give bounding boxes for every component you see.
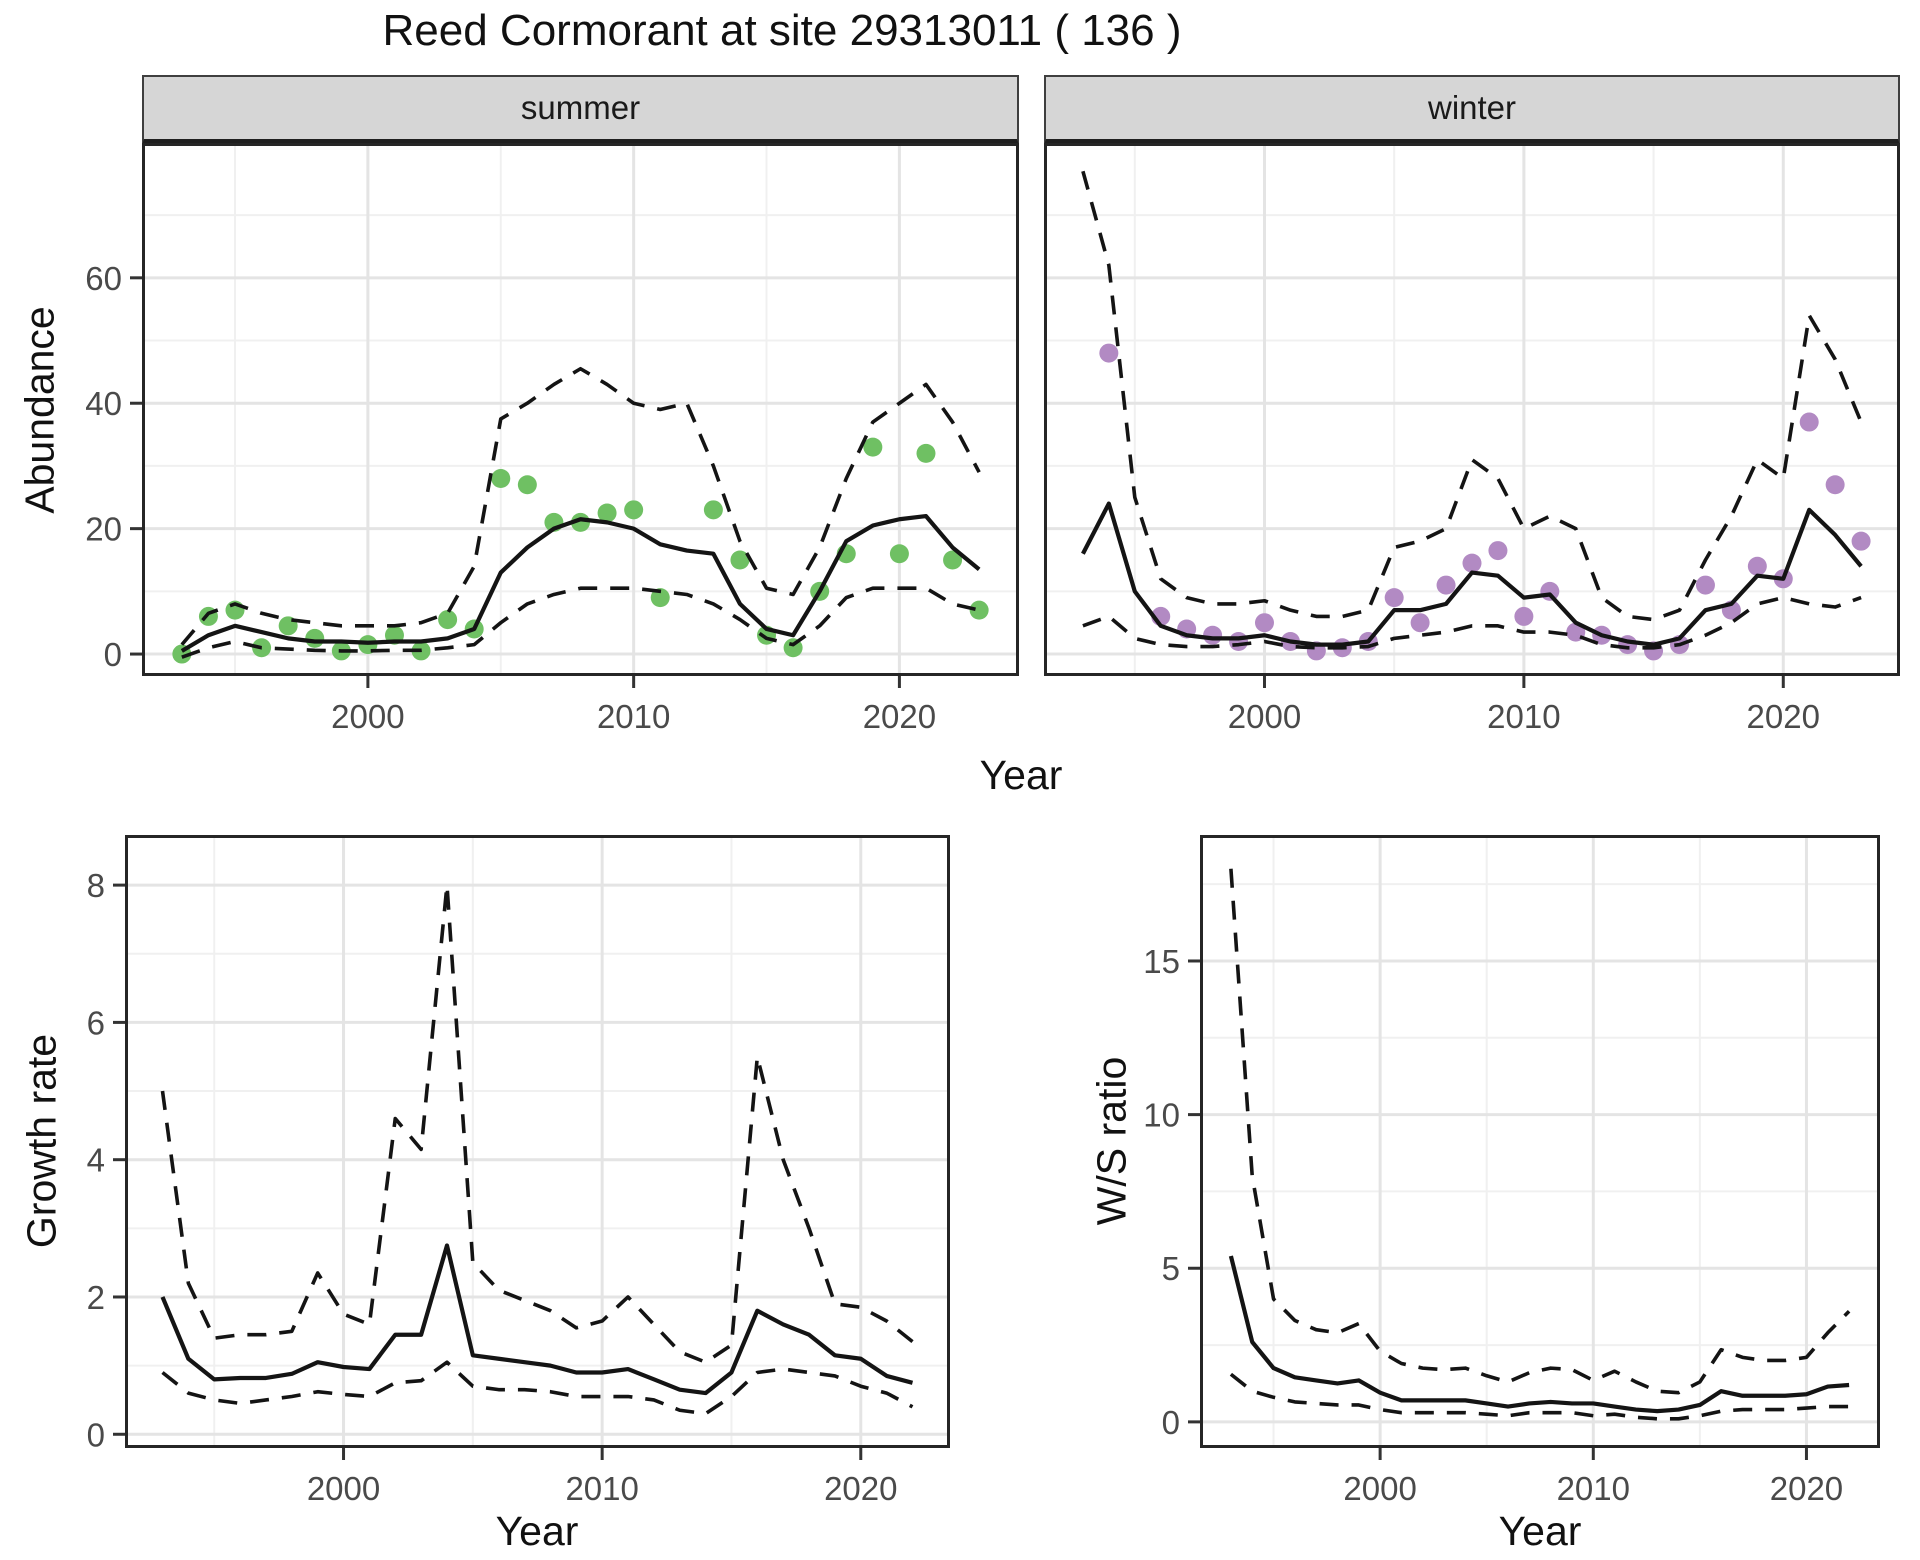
x-tick-label: 2010 <box>1557 1470 1630 1507</box>
summer-upper-credible-line <box>180 366 981 646</box>
ws-median-estimate-line <box>1228 1255 1850 1414</box>
winter-observed-counts-point <box>1254 613 1274 633</box>
y-tick-label: 20 <box>85 511 122 548</box>
x-tick-label: 2020 <box>1747 698 1820 735</box>
winter-observed-counts-point <box>1099 343 1119 363</box>
winter-observed-counts-point <box>1799 412 1819 432</box>
summer-observed-counts-point <box>863 437 883 457</box>
abundance-axis-title: Abundance <box>16 306 63 514</box>
summer-median-estimate-line <box>180 514 981 653</box>
growth-lower-credible-line <box>161 1360 914 1416</box>
summer-observed-counts-point <box>624 500 644 520</box>
summer-observed-counts-point <box>650 588 670 608</box>
y-tick-label: 6 <box>87 1004 105 1041</box>
winter-observed-counts-point <box>1410 613 1430 633</box>
x-tick-label: 2000 <box>331 698 404 735</box>
x-tick-label: 2010 <box>597 698 670 735</box>
y-tick-label: 4 <box>87 1142 105 1179</box>
growth-upper-credible-line <box>160 883 914 1364</box>
growth-median-estimate-line <box>160 1243 914 1396</box>
facet-strip-winter: winter <box>1044 75 1900 145</box>
summer-observed-counts-point <box>703 500 723 520</box>
y-tick-label: 2 <box>87 1279 105 1316</box>
y-tick-label: 0 <box>104 636 122 673</box>
x-tick-label: 2000 <box>1343 1470 1416 1507</box>
summer-observed-counts-point <box>597 503 617 523</box>
y-tick-label: 60 <box>85 260 122 297</box>
summer-lower-credible-line <box>181 586 980 659</box>
summer-observed-counts-point <box>916 443 936 463</box>
y-tick-label: 5 <box>1162 1250 1180 1287</box>
winter-observed-counts-point <box>1695 575 1715 595</box>
y-tick-label: 0 <box>1162 1404 1180 1441</box>
winter-observed-counts-point <box>1825 475 1845 495</box>
winter-observed-counts-point <box>1540 581 1560 601</box>
winter-median-estimate-line <box>1081 501 1863 647</box>
growth-panel-border <box>125 835 950 1448</box>
ws-lower-credible-line <box>1229 1372 1850 1421</box>
winter-observed-counts-point <box>1203 625 1223 645</box>
winter-observed-counts-point <box>1384 588 1404 608</box>
ws-ratio-panel: 2000 2010 2020 0 5 10 15 <box>1143 835 1880 1507</box>
top-year-axis-title: Year <box>979 752 1063 798</box>
winter-observed-counts-point <box>1747 556 1767 576</box>
winter-upper-credible-line <box>1081 170 1863 622</box>
growth-year-axis-title: Year <box>495 1508 579 1554</box>
plot-title: Reed Cormorant at site 29313011 ( 136 ) <box>382 6 1182 55</box>
facet-strip-summer: summer <box>142 75 1019 145</box>
summer-observed-counts-point <box>438 610 458 630</box>
y-tick-label: 0 <box>87 1416 105 1453</box>
ws-year-axis-title: Year <box>1498 1508 1582 1554</box>
summer-observed-counts-point <box>571 512 590 532</box>
summer-observed-counts-point <box>305 628 325 648</box>
ws-upper-credible-line <box>1229 868 1851 1395</box>
y-tick-label: 10 <box>1143 1097 1180 1134</box>
summer-abundance-panel: 2000 2010 2020 0 20 40 60 <box>85 143 1019 735</box>
winter-observed-counts-point <box>1851 531 1871 551</box>
x-tick-label: 2020 <box>1770 1470 1843 1507</box>
winter-observed-counts-point <box>1229 632 1249 652</box>
winter-abundance-panel: 2000 2010 2020 <box>1044 143 1900 735</box>
x-tick-label: 2000 <box>1228 698 1301 735</box>
winter-panel-border <box>1044 143 1900 676</box>
summer-panel-border <box>142 143 1019 676</box>
x-tick-label: 2020 <box>824 1470 897 1507</box>
summer-observed-counts-point <box>517 475 537 495</box>
summer-observed-counts-point <box>730 550 750 570</box>
winter-lower-credible-line <box>1082 595 1862 650</box>
facet-strip-summer-label: summer <box>520 89 641 126</box>
growth-rate-panel: 2000 2010 2020 0 2 4 6 8 <box>87 835 950 1507</box>
summer-observed-counts-point <box>943 550 963 570</box>
summer-observed-counts-point <box>491 468 511 488</box>
winter-observed-counts-point <box>1462 553 1482 573</box>
summer-observed-counts-point <box>889 544 909 564</box>
x-tick-label: 2000 <box>307 1470 380 1507</box>
winter-observed-counts-point <box>1436 575 1456 595</box>
ws-panel-border <box>1200 835 1880 1448</box>
y-tick-label: 8 <box>87 867 105 904</box>
x-tick-label: 2020 <box>863 698 936 735</box>
summer-observed-counts-point <box>969 600 989 620</box>
y-tick-label: 15 <box>1143 943 1180 980</box>
x-tick-label: 2010 <box>565 1470 638 1507</box>
y-tick-label: 40 <box>85 385 122 422</box>
facet-strip-winter-label: winter <box>1427 89 1517 126</box>
winter-observed-counts-point <box>1514 606 1534 626</box>
winter-observed-counts-point <box>1488 541 1508 561</box>
x-tick-label: 2010 <box>1487 698 1560 735</box>
